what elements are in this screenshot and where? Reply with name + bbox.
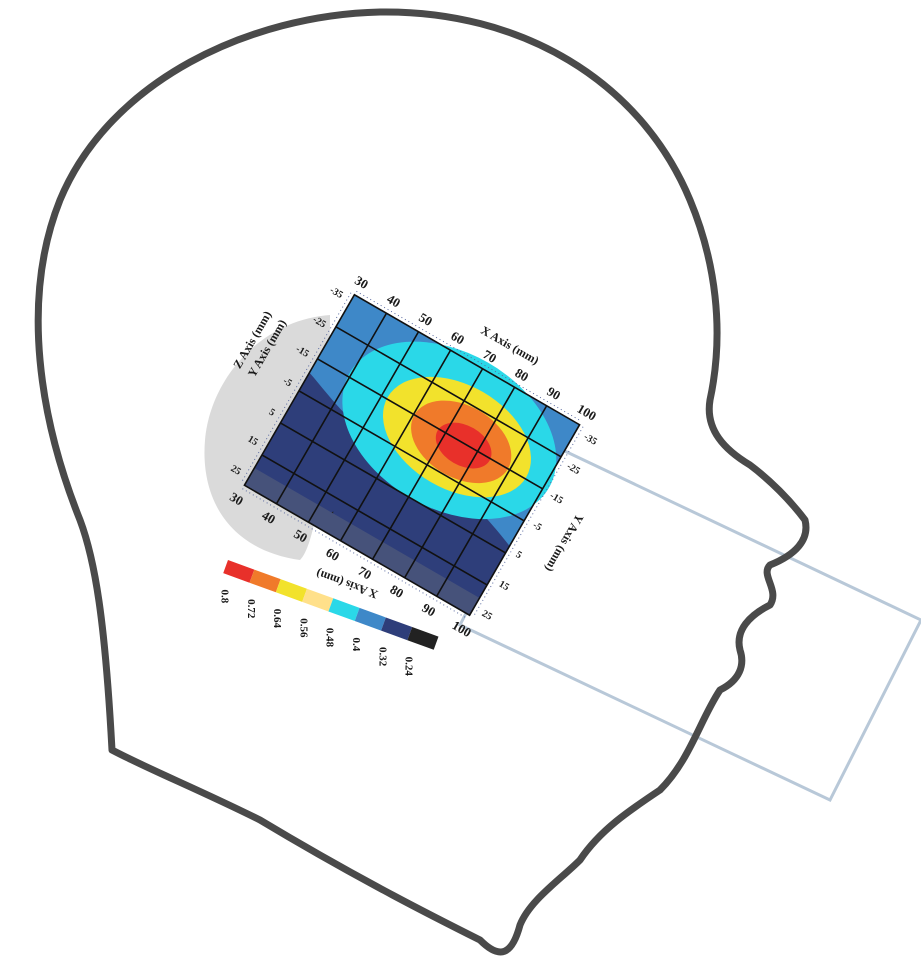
right-tick-4: 5 [514, 549, 524, 561]
top-tick-7: 100 [575, 401, 599, 424]
left-tick-4: 5 [267, 407, 277, 419]
legend-value-2: 0.64 [271, 609, 283, 629]
bottom-tick-5: 80 [388, 581, 407, 600]
legend-swatch-0 [223, 560, 255, 583]
bottom-tick-2: 50 [291, 526, 310, 545]
top-tick-4: 70 [480, 346, 499, 365]
top-tick-6: 90 [545, 383, 564, 402]
legend-swatch-3 [302, 588, 334, 612]
left-tick-0: -35 [328, 285, 345, 301]
legend-value-1: 0.72 [245, 599, 257, 619]
legend-swatch-4 [328, 598, 360, 622]
head-outline [34, 8, 810, 956]
left-tick-6: 25 [229, 463, 243, 478]
legend-value-7: 0.24 [403, 657, 415, 677]
top-tick-1: 40 [384, 291, 403, 310]
legend-value-6: 0.32 [376, 647, 388, 667]
bottom-tick-6: 90 [420, 600, 439, 619]
legend-swatch-5 [354, 607, 386, 631]
y-axis-right-label: Y Axis (mm) [542, 512, 586, 575]
top-tick-5: 80 [513, 365, 532, 384]
bottom-tick-4: 70 [355, 563, 374, 582]
right-tick-1: -25 [565, 461, 582, 477]
bottom-tick-1: 40 [259, 507, 278, 526]
legend-swatch-2 [275, 579, 307, 602]
heatmap-band-red [435, 422, 492, 469]
right-tick-3: -5 [531, 520, 544, 534]
legend-value-0: 0.8 [218, 590, 230, 604]
right-tick-2: -15 [548, 490, 565, 506]
right-tick-0: -35 [582, 431, 599, 447]
top-tick-0: 30 [352, 272, 371, 291]
legend-value-4: 0.48 [324, 628, 336, 648]
bottom-tick-0: 30 [227, 489, 246, 508]
legend-swatch-1 [249, 569, 281, 593]
legend-value-3: 0.56 [297, 618, 309, 638]
bottom-tick-3: 60 [323, 544, 342, 563]
legend-swatch-7 [407, 627, 439, 650]
legend-swatch-6 [381, 617, 413, 641]
top-tick-3: 60 [448, 328, 467, 347]
top-tick-2: 50 [416, 309, 435, 328]
left-tick-5: 15 [246, 434, 260, 449]
right-tick-6: 25 [480, 608, 494, 623]
sar-heatmap: 30 40 50 60 70 80 90 100 X Axis (mm) 30 … [227, 272, 599, 640]
heatmap-grid [243, 293, 581, 617]
right-tick-5: 15 [497, 579, 511, 594]
heatmap-tick-marks [240, 290, 584, 620]
heatmap-bottom-band [244, 467, 480, 616]
bottom-tick-7: 100 [450, 617, 474, 640]
legend-value-5: 0.4 [350, 637, 362, 651]
